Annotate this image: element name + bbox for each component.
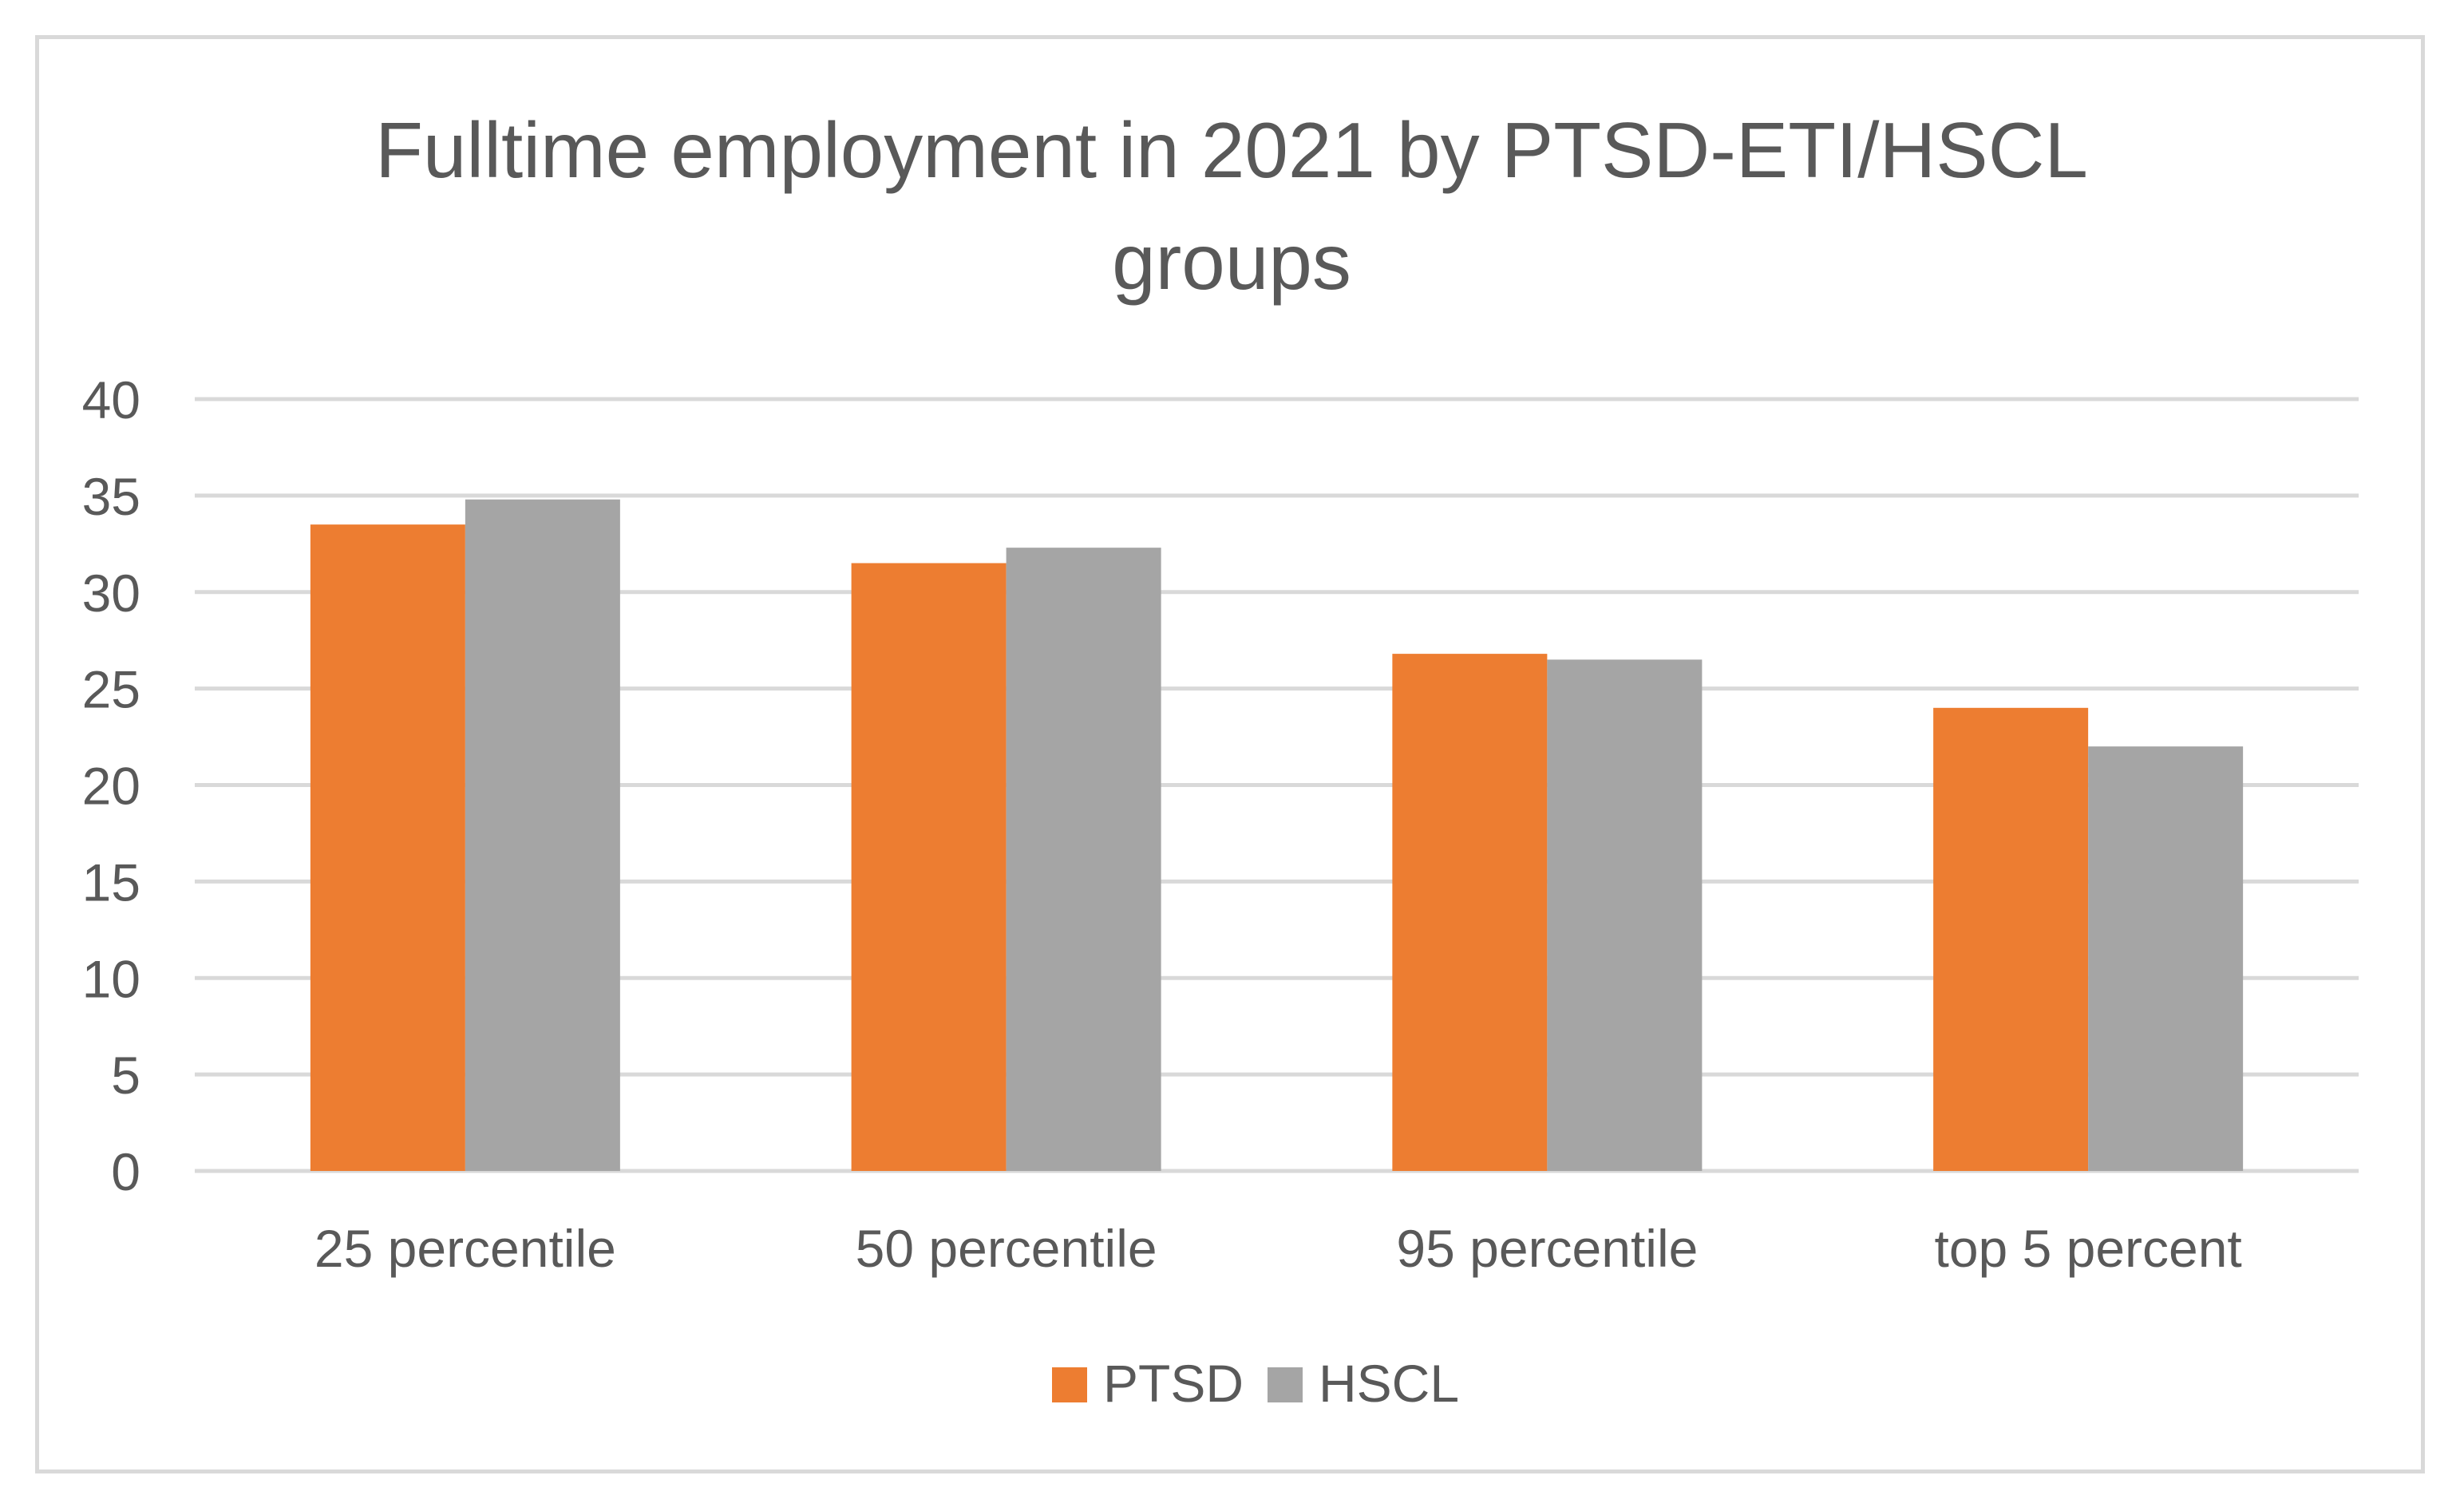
x-category-label: top 5 percent [1934,1219,2241,1278]
bar-hscl-0 [465,499,620,1171]
bar-ptsd-2 [1392,654,1548,1171]
legend: PTSD HSCL [1052,1354,1459,1413]
y-tick-label: 30 [82,564,140,623]
bar-hscl-3 [2088,746,2244,1171]
legend-label-ptsd: PTSD [1103,1354,1244,1413]
y-tick-label: 10 [82,949,140,1008]
y-axis-tick-labels: 0 5 10 15 20 25 30 35 40 [82,370,140,1201]
x-category-label: 95 percentile [1396,1219,1698,1278]
y-tick-label: 25 [82,660,140,719]
y-tick-label: 0 [111,1142,140,1201]
x-category-label: 25 percentile [314,1219,616,1278]
chart-title: Fulltime employment in 2021 by PTSD-ETI/… [375,106,2088,306]
y-tick-label: 35 [82,467,140,526]
bars [310,499,2244,1171]
chart-title-line-2: groups [1112,218,1351,306]
bar-ptsd-3 [1933,707,2089,1171]
y-tick-label: 5 [111,1046,140,1105]
chart-title-line-1: Fulltime employment in 2021 by PTSD-ETI/… [375,106,2088,194]
legend-label-hscl: HSCL [1319,1354,1459,1413]
y-tick-label: 20 [82,757,140,816]
x-category-label: 50 percentile [856,1219,1157,1278]
bar-ptsd-0 [310,524,465,1171]
bar-hscl-2 [1547,659,1703,1171]
legend-swatch-hscl [1268,1367,1303,1402]
legend-swatch-ptsd [1052,1367,1087,1402]
bar-ptsd-1 [851,563,1007,1171]
x-axis-category-labels: 25 percentile 50 percentile 95 percentile t… [314,1219,2242,1278]
y-tick-label: 40 [82,370,140,429]
y-tick-label: 15 [82,852,140,912]
bar-hscl-1 [1006,548,1161,1171]
